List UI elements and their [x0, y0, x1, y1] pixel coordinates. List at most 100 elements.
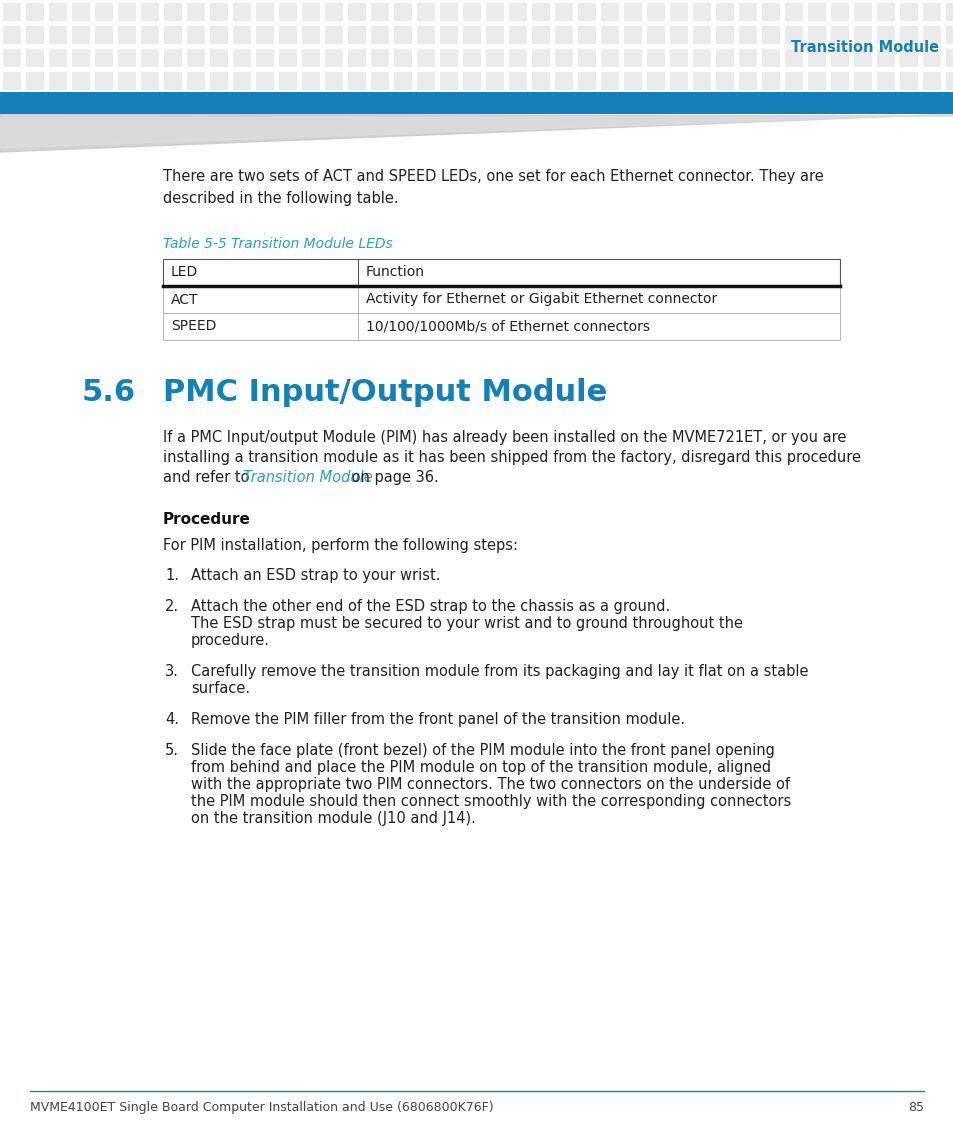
Polygon shape [0, 114, 953, 148]
Bar [141, 26, 159, 44]
Bar [761, 72, 780, 90]
Bar [3, 26, 21, 44]
Bar [899, 3, 917, 21]
Bar [555, 26, 573, 44]
Bar [807, 49, 825, 68]
Bar [623, 26, 641, 44]
Bar [118, 49, 136, 68]
Bar [669, 26, 687, 44]
Bar [118, 72, 136, 90]
Text: Table 5-5 Transition Module LEDs: Table 5-5 Transition Module LEDs [163, 237, 393, 251]
Bar [0, 92, 953, 115]
Bar [532, 72, 550, 90]
Text: There are two sets of ACT and SPEED LEDs, one set for each Ethernet connector. T: There are two sets of ACT and SPEED LEDs… [163, 169, 822, 206]
Bar [255, 26, 274, 44]
Text: and refer to: and refer to [163, 469, 253, 485]
Bar [49, 3, 67, 21]
Bar [233, 26, 251, 44]
Bar [371, 49, 389, 68]
Bar [233, 49, 251, 68]
Bar [210, 72, 228, 90]
Bar [348, 3, 366, 21]
Bar [71, 26, 90, 44]
Bar [164, 3, 182, 21]
Bar [876, 49, 894, 68]
Bar [187, 26, 205, 44]
Bar [71, 3, 90, 21]
Text: 85: 85 [907, 1101, 923, 1114]
Bar [141, 3, 159, 21]
Bar [462, 49, 480, 68]
Bar [555, 72, 573, 90]
Bar [371, 72, 389, 90]
Bar [439, 3, 457, 21]
Bar [71, 49, 90, 68]
Bar [210, 26, 228, 44]
Bar [371, 3, 389, 21]
Bar [26, 49, 44, 68]
Bar [600, 3, 618, 21]
Text: ACT: ACT [171, 292, 198, 307]
Bar [439, 72, 457, 90]
Bar [784, 72, 802, 90]
Text: If a PMC Input/output Module (PIM) has already been installed on the MVME721ET, : If a PMC Input/output Module (PIM) has a… [163, 431, 845, 445]
Text: on page 36.: on page 36. [347, 469, 438, 485]
Bar [807, 3, 825, 21]
Bar [532, 26, 550, 44]
Text: PMC Input/Output Module: PMC Input/Output Module [163, 378, 607, 406]
Bar [784, 49, 802, 68]
Bar [485, 72, 503, 90]
Bar [302, 72, 319, 90]
Bar [210, 3, 228, 21]
Bar [600, 49, 618, 68]
Bar [164, 72, 182, 90]
Text: with the appropriate two PIM connectors. The two connectors on the underside of: with the appropriate two PIM connectors.… [191, 777, 789, 792]
Bar [923, 49, 940, 68]
Bar [416, 26, 435, 44]
Bar [899, 49, 917, 68]
Bar [853, 72, 871, 90]
Text: 4.: 4. [165, 712, 179, 727]
Bar [761, 3, 780, 21]
Bar [416, 72, 435, 90]
Text: 2.: 2. [165, 599, 179, 614]
Bar [394, 72, 412, 90]
Bar [255, 72, 274, 90]
Bar [233, 72, 251, 90]
Bar [853, 26, 871, 44]
Text: 10/100/1000Mb/s of Ethernet connectors: 10/100/1000Mb/s of Ethernet connectors [366, 319, 649, 333]
Bar [26, 3, 44, 21]
Bar [923, 3, 940, 21]
Bar [26, 72, 44, 90]
Bar [3, 3, 21, 21]
Text: For PIM installation, perform the following steps:: For PIM installation, perform the follow… [163, 538, 517, 553]
Bar [830, 72, 848, 90]
Bar [692, 26, 710, 44]
Bar [716, 3, 733, 21]
Bar [164, 49, 182, 68]
Text: 5.: 5. [165, 743, 179, 758]
Bar [578, 3, 596, 21]
Bar [532, 3, 550, 21]
Bar [439, 49, 457, 68]
Polygon shape [0, 114, 953, 152]
Bar [555, 3, 573, 21]
Bar [187, 49, 205, 68]
Bar [95, 72, 112, 90]
Text: Slide the face plate (front bezel) of the PIM module into the front panel openin: Slide the face plate (front bezel) of th… [191, 743, 774, 758]
Text: 1.: 1. [165, 568, 179, 583]
Bar [416, 49, 435, 68]
Bar [807, 72, 825, 90]
Text: Procedure: Procedure [163, 512, 251, 527]
Bar [899, 72, 917, 90]
Bar [371, 26, 389, 44]
Bar [278, 49, 296, 68]
Bar [646, 49, 664, 68]
Bar [646, 3, 664, 21]
Bar [923, 72, 940, 90]
Bar [348, 26, 366, 44]
Bar [163, 259, 840, 286]
Bar [348, 49, 366, 68]
Bar [416, 3, 435, 21]
Bar [876, 26, 894, 44]
